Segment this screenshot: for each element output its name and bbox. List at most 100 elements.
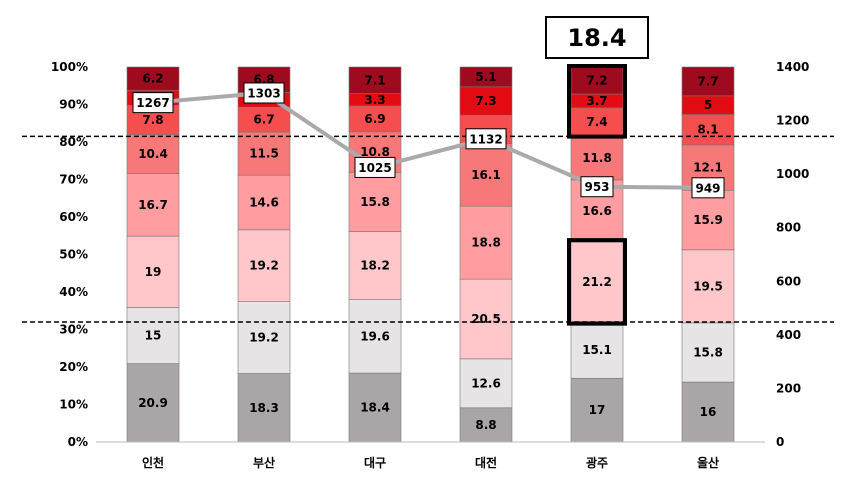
segment-value-label: 8.1 <box>697 123 718 137</box>
segment-value-label: 16.6 <box>582 204 612 218</box>
bar-segment <box>348 372 402 443</box>
line-point-label: 1132 <box>469 132 502 146</box>
x-axis-category-label: 광주 <box>586 455 608 470</box>
bar-segment <box>681 66 735 97</box>
bar-segment <box>570 135 624 181</box>
x-axis-category-label: 인천 <box>142 455 164 470</box>
bar-segment <box>348 299 402 374</box>
segment-value-label: 12.6 <box>471 376 501 390</box>
x-axis-category-label: 대구 <box>364 456 386 470</box>
bar-segment <box>348 105 402 133</box>
bar-segment <box>681 114 735 146</box>
line-point-box <box>465 128 507 150</box>
left-axis-tick-label: 70% <box>59 173 88 187</box>
bar-segment <box>237 106 291 133</box>
line-point-label: 1303 <box>247 86 280 100</box>
segment-value-label: 18.3 <box>249 401 279 415</box>
right-axis-tick-label: 1400 <box>776 60 809 74</box>
segment-value-label: 18.2 <box>360 259 390 273</box>
callout-box <box>545 16 649 59</box>
segment-value-label: 6.2 <box>142 72 163 86</box>
right-axis-tick-label: 1200 <box>776 114 809 128</box>
segment-labels: 20.9 15 19 16.7 10.4 7.8 6.2 18.3 19.2 19.2 14.6 11… <box>138 70 723 432</box>
x-axis-category-label: 대전 <box>475 455 497 470</box>
left-axis-tick-label: 30% <box>59 323 88 337</box>
segment-value-label: 11.8 <box>582 151 612 165</box>
bar-segment <box>237 301 291 374</box>
bar-segment <box>126 66 180 91</box>
line-point-label: 949 <box>695 181 720 195</box>
right-axis-tick-label: 0 <box>776 435 784 449</box>
segment-value-label: 10.8 <box>360 145 390 159</box>
segment-value-label: 5 <box>704 98 712 112</box>
right-axis-tick-label: 400 <box>776 328 801 342</box>
segment-value-label: 17 <box>589 403 606 417</box>
bar-segment <box>348 231 402 300</box>
segment-value-label: 3.7 <box>586 94 607 108</box>
bar-segment <box>126 307 180 364</box>
right-axis-tick-label: 600 <box>776 274 801 288</box>
segment-value-label: 21.2 <box>582 275 612 289</box>
segment-value-label: 18.4 <box>360 401 390 415</box>
bar-segment <box>681 189 735 251</box>
left-axis-tick-label: 50% <box>59 248 88 262</box>
segment-value-label: 16.7 <box>138 198 168 212</box>
bar-segment <box>459 66 513 88</box>
line-point-label: 1267 <box>136 96 169 110</box>
left-axis-tick-label: 80% <box>59 135 88 149</box>
line-point-box <box>580 176 614 198</box>
segment-value-label: 15.9 <box>693 213 723 227</box>
right-axis-tick-label: 200 <box>776 381 801 395</box>
bar-segment <box>126 235 180 308</box>
bar-segment <box>126 363 180 443</box>
line-point-label: 953 <box>584 180 609 194</box>
segment-value-label: 15.8 <box>360 195 390 209</box>
segment-value-label: 19.2 <box>249 259 279 273</box>
segment-value-label: 15.8 <box>693 345 723 359</box>
bar-segment <box>570 241 624 322</box>
segment-value-label: 3.3 <box>364 93 385 107</box>
bar-segment <box>459 278 513 360</box>
line-point-box <box>354 156 396 178</box>
segment-value-label: 7.1 <box>364 73 385 87</box>
segment-value-label: 6.7 <box>253 113 274 127</box>
right-axis-tick-label: 800 <box>776 221 801 235</box>
callout-value: 18.4 <box>567 24 626 52</box>
segment-value-label: 19.5 <box>693 279 723 293</box>
segment-value-label: 7.2 <box>586 74 607 88</box>
segment-value-label: 5.1 <box>475 70 496 84</box>
left-axis-tick-label: 20% <box>59 360 88 374</box>
left-axis-tick-label: 40% <box>59 285 88 299</box>
segment-value-label: 7.8 <box>142 113 163 127</box>
bar-segment <box>459 205 513 280</box>
segment-value-label: 7.7 <box>697 74 718 88</box>
bar-segment <box>681 322 735 383</box>
segment-value-label: 19.2 <box>249 331 279 345</box>
segment-value-label: 12.1 <box>693 161 723 175</box>
left-axis-tick-label: 100% <box>51 60 88 74</box>
segment-value-label: 20.5 <box>471 312 501 326</box>
x-axis: 인천 부산 대구 대전 광주 울산 <box>96 441 765 470</box>
bar-segment <box>570 66 624 95</box>
segment-value-label: 18.8 <box>471 236 501 250</box>
segment-value-label: 20.9 <box>138 396 168 410</box>
right-axis-tick-label: 1000 <box>776 167 809 181</box>
segment-value-label: 14.6 <box>249 195 279 209</box>
bar-segment <box>348 171 402 232</box>
line-point-box <box>691 177 725 199</box>
left-axis-tick-label: 90% <box>59 98 88 112</box>
line-series: 1267 1303 1025 1132 953 949 <box>132 82 725 199</box>
bar-segment <box>459 86 513 116</box>
bar-segment <box>459 358 513 409</box>
segment-value-label: 10.4 <box>138 147 168 161</box>
bar-segment <box>459 143 513 207</box>
x-axis-category-label: 부산 <box>253 455 275 470</box>
x-axis-category-label: 울산 <box>697 455 719 470</box>
reference-lines <box>22 135 834 323</box>
highlight-box <box>567 238 627 326</box>
segment-value-label: 15 <box>145 329 162 343</box>
highlight-boxes: 18.4 <box>545 16 649 326</box>
segment-value-label: 19.6 <box>360 329 390 343</box>
line-point-box <box>132 92 174 114</box>
line-point-box <box>243 82 285 104</box>
